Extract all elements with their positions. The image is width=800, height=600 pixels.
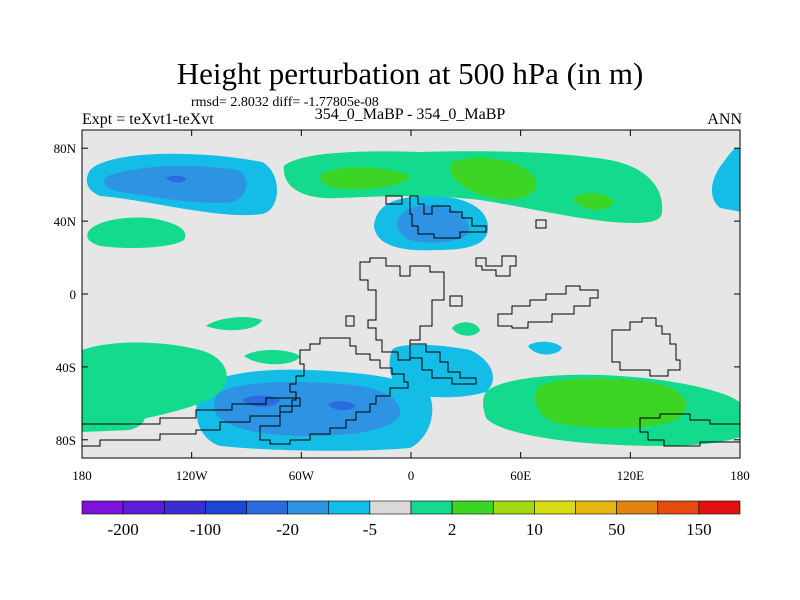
colorbar-label: -100: [190, 520, 221, 539]
coastline-antarctica: [82, 397, 301, 447]
colorbar-swatch: [328, 500, 371, 515]
colorbar-swatch: [451, 500, 494, 515]
chart-title: Height perturbation at 500 hPa (in m): [176, 56, 644, 91]
colorbar-swatch: [616, 500, 659, 515]
colorbar-swatch: [163, 500, 206, 515]
colorbar-swatch: [81, 500, 124, 515]
y-tick-label: 40N: [54, 214, 77, 229]
coastline-southeast: [409, 343, 477, 385]
coastline-asia: [497, 285, 599, 329]
coastline-small-3: [475, 255, 517, 277]
case-label: 354_0_MaBP - 354_0_MaBP: [314, 106, 506, 123]
colorbar: -200 -100 -20 -5 2 10 50 150: [81, 500, 741, 539]
colorbar-swatch: [369, 500, 412, 515]
contour-neg20-europe: [397, 205, 469, 243]
colorbar-swatch: [287, 500, 330, 515]
contour-neg5-small-indian: [528, 341, 562, 355]
colorbar-swatch: [492, 500, 535, 515]
colorbar-label: 50: [608, 520, 625, 539]
contour-neg50-north-pacific: [166, 175, 186, 183]
colorbar-label: -5: [363, 520, 377, 539]
colorbar-swatch: [246, 500, 288, 515]
contour-pos10-north-a: [320, 167, 410, 190]
y-tick-label: 80S: [56, 433, 76, 448]
season-label: ANN: [707, 111, 742, 128]
y-tick-label: 40S: [56, 360, 76, 375]
contour-neg20-north-pacific: [104, 166, 247, 203]
coastline-small-4: [535, 219, 547, 229]
plot-area: [81, 129, 741, 459]
colorbar-label: -20: [276, 520, 299, 539]
x-tick-label: 60E: [510, 468, 531, 483]
coastline-small-5: [385, 195, 403, 205]
x-tick-label: 0: [408, 468, 415, 483]
contour-pos2-small-a: [206, 317, 262, 331]
contour-pos2-small-b: [244, 350, 300, 365]
contour-pos10-north-b: [449, 157, 537, 200]
contour-pos10-south-indian: [535, 378, 686, 429]
coastline-south-america: [259, 337, 409, 445]
x-tick-label: 180: [730, 468, 750, 483]
coastline-antarctica-east: [639, 413, 740, 447]
x-tick-label: 120E: [617, 468, 645, 483]
colorbar-swatch: [122, 500, 165, 515]
colorbar-swatch: [534, 500, 576, 515]
experiment-label: Expt = teXvt1-teXvt: [82, 111, 214, 128]
stats-label: rmsd= 2.8032 diff= -1.77805e-08: [191, 95, 379, 110]
y-tick-label: 0: [70, 287, 77, 302]
contour-neg50-south-pacific-b: [328, 401, 356, 411]
contour-pos2-small-c: [452, 322, 480, 336]
coastline-europe: [409, 195, 487, 239]
contour-pos10-north-c: [572, 193, 614, 210]
coastline-small-2: [449, 295, 463, 307]
colorbar-swatch: [410, 500, 453, 515]
colorbar-swatch: [575, 500, 617, 515]
x-tick-label: 120W: [176, 468, 209, 483]
colorbar-swatch: [205, 500, 247, 515]
contour-pos2-atlantic: [87, 217, 186, 248]
x-tick-label: 60W: [289, 468, 315, 483]
coastline-australia: [611, 317, 681, 377]
coastlines: [82, 195, 740, 447]
x-tick-label: 180: [72, 468, 92, 483]
colorbar-label: -200: [108, 520, 139, 539]
colorbar-label: 150: [686, 520, 712, 539]
y-tick-label: 80N: [54, 141, 77, 156]
coastline-small-1: [345, 315, 355, 327]
axes: 180 120W 60W 0 60E 120E 180 80N 40N 0 40S 80S: [54, 130, 750, 483]
coastline-africa-america: [359, 257, 445, 361]
contour-neg5-north-edge: [712, 148, 740, 212]
colorbar-swatch: [657, 500, 700, 515]
contour-neg20-south-pacific: [213, 382, 401, 436]
colorbar-swatch: [698, 500, 741, 515]
colorbar-label: 2: [448, 520, 457, 539]
colorbar-label: 10: [526, 520, 543, 539]
contour-fill: [82, 148, 740, 451]
